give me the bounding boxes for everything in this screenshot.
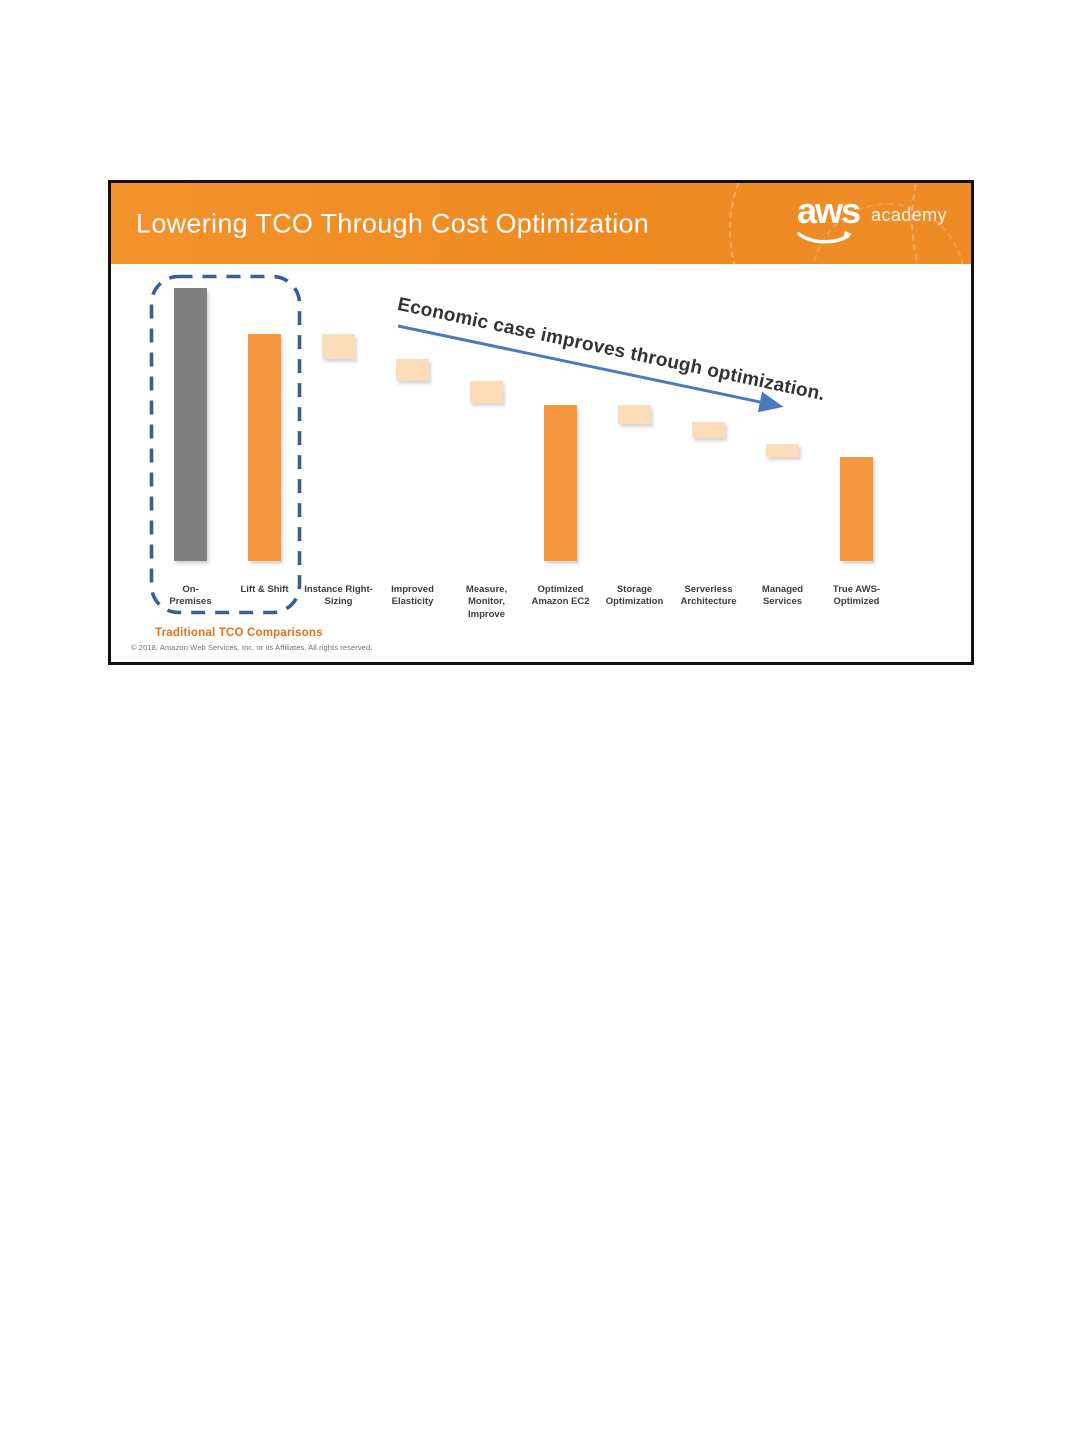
bar-label-measure-monitor-improve: Measure, Monitor, Improve (465, 584, 508, 620)
bar-label-optimized-amazon-ec2: Optimized Amazon EC2 (531, 584, 590, 608)
copyright-text: © 2018, Amazon Web Services, Inc. or its… (131, 643, 373, 652)
aws-academy-logo: aws academy (797, 193, 947, 245)
bar-optimized-amazon-ec2 (544, 405, 577, 561)
slide: Lowering TCO Through Cost Optimization a… (108, 180, 974, 665)
bar-label-serverless-architecture: Serverless Architecture (680, 584, 737, 608)
slide-header: Lowering TCO Through Cost Optimization a… (111, 183, 971, 264)
bar-storage-optimization (618, 405, 651, 425)
bar-serverless-architecture (692, 421, 725, 439)
bar-improved-elasticity (396, 358, 429, 381)
group-label: Traditional TCO Comparisons (155, 627, 323, 639)
bar-lift-shift (248, 334, 281, 561)
academy-logo-text: academy (871, 205, 947, 225)
bar-label-instance-right-sizing: Instance Right- Sizing (304, 584, 373, 608)
bar-on-premises (174, 288, 207, 561)
bar-label-on-premises: On- Premises (169, 584, 212, 608)
aws-wordmark: aws (797, 193, 861, 245)
aws-smile-icon (797, 231, 852, 244)
bar-label-improved-elasticity: Improved Elasticity (391, 584, 434, 608)
aws-logo-text: aws (797, 190, 861, 231)
bar-label-storage-optimization: Storage Optimization (605, 584, 664, 608)
bar-label-true-aws-optimized: True AWS- Optimized (832, 584, 881, 608)
bar-managed-services (766, 443, 799, 458)
chart-area: Economic case improves through optimizat… (111, 264, 971, 662)
bar-label-lift-shift: Lift & Shift (240, 584, 289, 595)
page-title: Lowering TCO Through Cost Optimization (136, 208, 650, 238)
bar-instance-right-sizing (322, 334, 355, 359)
bar-true-aws-optimized (840, 457, 873, 561)
decorative-dashed-circle (729, 183, 971, 264)
bar-measure-monitor-improve (470, 380, 503, 403)
bar-label-managed-services: Managed Services (761, 584, 804, 608)
annotation-text: Economic case improves through optimizat… (395, 294, 827, 406)
